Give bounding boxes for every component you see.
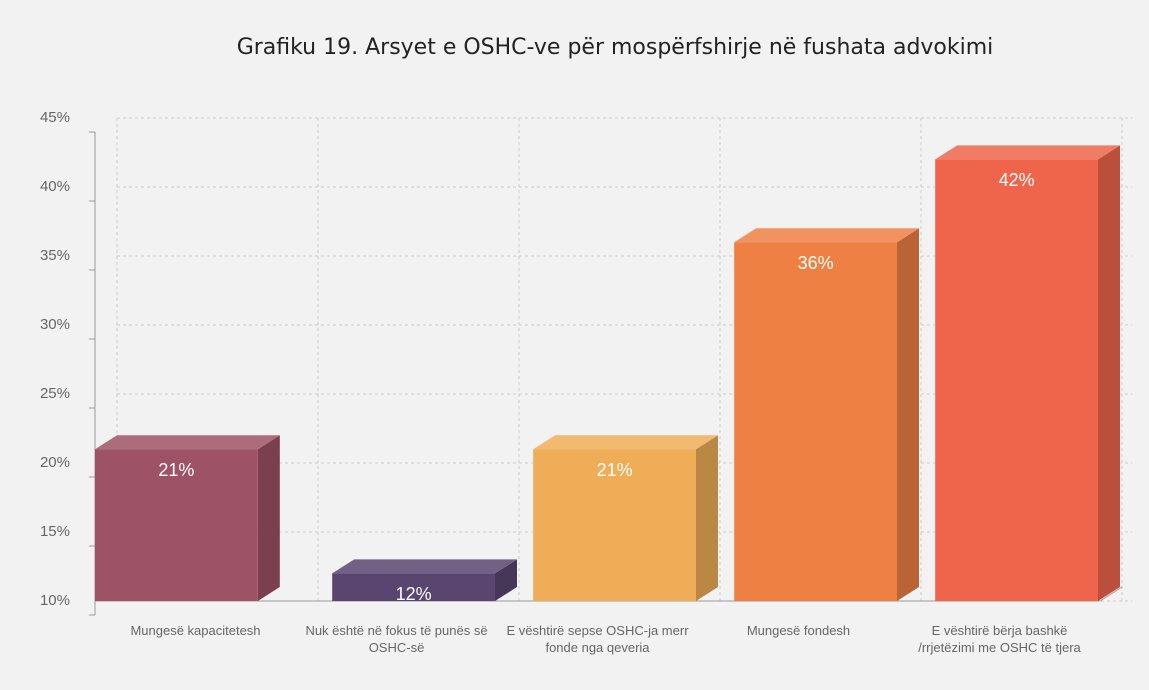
bar-top: [734, 228, 919, 243]
value-label: 21%: [158, 460, 194, 480]
bar-front: [734, 242, 897, 601]
bar-front: [935, 159, 1098, 601]
x-tick-label-box: Mungesë fondesh: [746, 623, 851, 638]
value-label: 42%: [999, 170, 1035, 190]
bar: [95, 435, 280, 601]
bar: [332, 559, 517, 601]
x-axis-depth: [1099, 586, 1123, 602]
x-tick-label: E vështirë sepse OSHC-ja merr fonde nga …: [506, 623, 689, 655]
bar-front: [95, 449, 258, 601]
x-tick-label: E vështirë bërja bashkë /rrjetëzimi me O…: [918, 623, 1081, 655]
x-tick-label: Mungesë fondesh: [746, 623, 851, 638]
y-tick-label: 15%: [40, 523, 70, 540]
bar: [935, 145, 1120, 601]
bar-top: [332, 559, 517, 574]
x-tick-label: Nuk është në fokus të punës së OSHC-së: [305, 623, 488, 655]
value-label: 21%: [597, 460, 633, 480]
value-label: 12%: [396, 584, 432, 604]
value-label: 36%: [798, 253, 834, 273]
bar-front: [332, 573, 495, 601]
y-tick-label: 25%: [40, 385, 70, 402]
y-tick-label: 10%: [40, 592, 70, 609]
bar-top: [533, 435, 718, 450]
bar-top: [935, 145, 1120, 160]
bar-front: [533, 449, 696, 601]
y-tick-label: 20%: [40, 454, 70, 471]
bar-side: [495, 559, 517, 601]
y-tick-label: 30%: [40, 316, 70, 333]
bar: [533, 435, 718, 601]
x-tick-label: Mungesë kapacitetesh: [130, 623, 261, 638]
y-tick-label: 35%: [40, 247, 70, 264]
bar-side: [897, 228, 919, 601]
x-tick-label-box: E vështirë sepse OSHC-ja merr fonde nga …: [506, 623, 689, 655]
bar-side: [257, 435, 280, 601]
y-tick-label: 40%: [40, 178, 70, 195]
x-tick-label-box: E vështirë bërja bashkë /rrjetëzimi me O…: [918, 623, 1081, 655]
y-tick-label: 45%: [40, 109, 70, 126]
bar: [734, 228, 919, 601]
x-tick-label-box: Mungesë kapacitetesh: [130, 623, 261, 638]
x-tick-label-box: Nuk është në fokus të punës së OSHC-së: [305, 623, 488, 655]
bar-side: [1098, 145, 1120, 601]
chart-title: Grafiku 19. Arsyet e OSHC-ve për mospërf…: [237, 35, 994, 60]
bar-top: [95, 435, 280, 450]
bar-side: [696, 435, 718, 601]
